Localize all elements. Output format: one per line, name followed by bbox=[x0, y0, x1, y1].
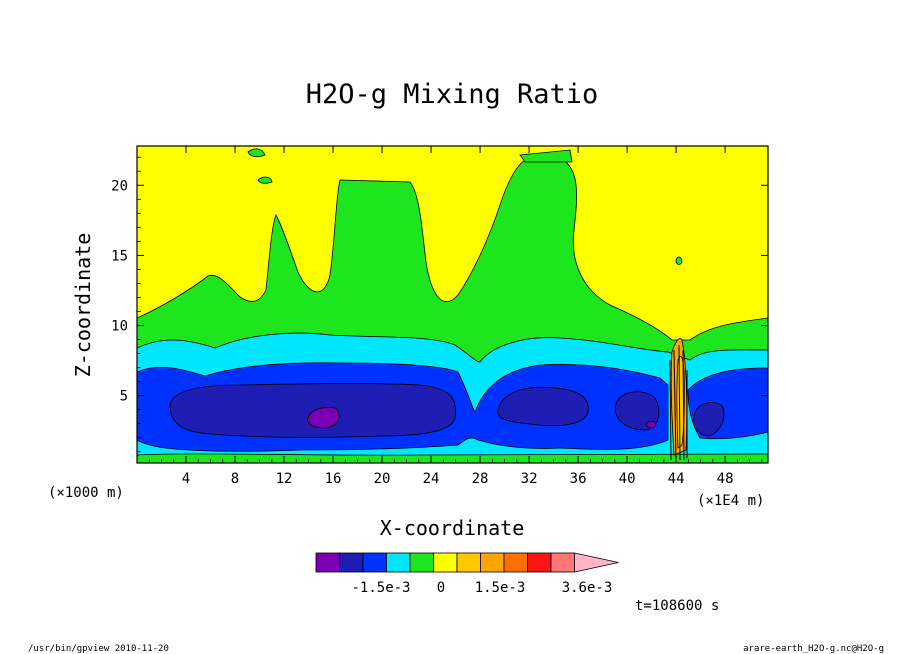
footer-left: /usr/bin/gpview 2010-11-20 bbox=[28, 644, 169, 654]
x-tick-label: 44 bbox=[668, 471, 685, 487]
y-axis: 5 10 15 20 bbox=[111, 156, 768, 453]
colorbar-swatch bbox=[527, 552, 552, 573]
contour-region-purple bbox=[307, 407, 340, 428]
x-tick-label: 16 bbox=[325, 471, 342, 487]
x-tick-label: 40 bbox=[619, 471, 636, 487]
colorbar-arrow bbox=[574, 552, 619, 573]
y-axis-label: Z-coordinate bbox=[71, 233, 95, 378]
x-tick-label: 32 bbox=[521, 471, 538, 487]
contour-top-green bbox=[247, 148, 573, 184]
x-axis: 4 8 12 16 20 24 28 32 36 40 44 48 bbox=[148, 146, 763, 487]
colorbar-labels: -1.5e-3 0 1.5e-3 3.6e-3 bbox=[351, 580, 612, 596]
x-tick-label: 20 bbox=[374, 471, 391, 487]
contour-storm-lines bbox=[669, 344, 688, 461]
contour-bottom-strip bbox=[137, 453, 768, 463]
contour-region-darkblue-1 bbox=[169, 383, 456, 438]
colorbar-swatch bbox=[456, 552, 481, 573]
contour-region-darkblue-3 bbox=[615, 391, 660, 431]
contour-region-darkblue-4 bbox=[693, 402, 725, 437]
colorbar-swatch bbox=[362, 552, 387, 573]
time-label: t=108600 s bbox=[635, 598, 719, 614]
y-tick-label: 10 bbox=[111, 319, 128, 335]
colorbar-label: 1.5e-3 bbox=[475, 580, 526, 596]
plot-frame bbox=[136, 145, 769, 464]
chart-title: H2O-g Mixing Ratio bbox=[306, 79, 599, 110]
colorbar-swatch bbox=[386, 552, 411, 573]
y-tick-label: 5 bbox=[120, 389, 128, 405]
colorbar-label: 3.6e-3 bbox=[562, 580, 613, 596]
colorbar-swatch bbox=[339, 552, 364, 573]
colorbar-label: 0 bbox=[437, 580, 445, 596]
x-tick-label: 12 bbox=[276, 471, 293, 487]
y-tick-label: 15 bbox=[111, 248, 128, 264]
x-tick-label: 4 bbox=[182, 471, 190, 487]
y-tick-label: 20 bbox=[111, 178, 128, 194]
colorbar-swatch bbox=[433, 552, 458, 573]
x-tick-label: 8 bbox=[231, 471, 239, 487]
colorbar bbox=[315, 552, 619, 573]
colorbar-swatch bbox=[315, 552, 340, 573]
footer-right: arare-earth_H2O-g.nc@H2O-g bbox=[743, 644, 884, 654]
x-tick-label: 36 bbox=[570, 471, 587, 487]
colorbar-label: -1.5e-3 bbox=[351, 580, 410, 596]
x-tick-label: 48 bbox=[717, 471, 734, 487]
x-axis-label: X-coordinate bbox=[380, 516, 525, 540]
colorbar-swatch bbox=[503, 552, 528, 573]
colorbar-swatch bbox=[480, 552, 505, 573]
contour-region-purple-2 bbox=[645, 420, 657, 429]
contour-small-cell bbox=[675, 256, 683, 265]
colorbar-swatch bbox=[550, 552, 575, 573]
contour-field bbox=[137, 146, 768, 463]
x-unit-right: (×1E4 m) bbox=[697, 493, 764, 509]
x-unit-left: (×1000 m) bbox=[48, 485, 124, 501]
x-tick-label: 28 bbox=[472, 471, 489, 487]
x-tick-label: 24 bbox=[423, 471, 440, 487]
colorbar-swatch bbox=[409, 552, 434, 573]
contour-region-darkblue-2 bbox=[497, 386, 589, 426]
